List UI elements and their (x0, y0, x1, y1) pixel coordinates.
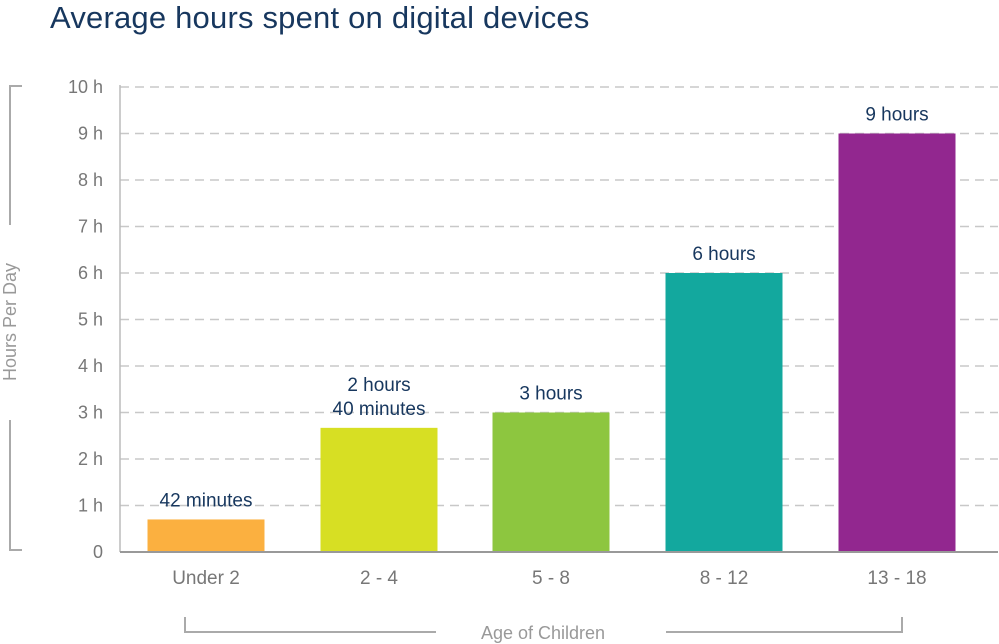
x-axis-title: Age of Children (481, 623, 605, 643)
data-labels: 42 minutes 2 hours 40 minutes 3 hours 6 hour… (160, 105, 929, 512)
y-tick-label: 9 h (78, 124, 103, 144)
x-category-label: 13 - 18 (867, 568, 926, 589)
bar-2 (320, 427, 438, 552)
bar-1 (147, 519, 265, 552)
x-category-label: 2 - 4 (360, 568, 398, 589)
bar-4 (665, 273, 783, 552)
data-label: 2 hours (347, 375, 410, 396)
y-tick-label: 5 h (78, 310, 103, 330)
axes: Hours Per Day Age of Children (0, 85, 998, 643)
y-axis-bracket-bottom (9, 420, 22, 551)
y-tick-label: 10 h (68, 77, 103, 97)
data-label: 40 minutes (333, 399, 426, 420)
y-tick-label: 7 h (78, 217, 103, 237)
bar-5 (838, 133, 956, 552)
y-tick-label: 0 (93, 542, 103, 562)
y-tick-label: 3 h (78, 403, 103, 423)
x-category-label: 5 - 8 (532, 568, 570, 589)
x-category-label: Under 2 (172, 568, 240, 589)
data-label: 3 hours (519, 384, 582, 405)
x-axis-bracket-left (184, 617, 436, 633)
x-axis-categories: Under 2 2 - 4 5 - 8 8 - 12 13 - 18 (172, 568, 926, 589)
chart-title: Average hours spent on digital devices (50, 0, 590, 35)
y-axis-bracket-top (9, 85, 22, 225)
x-category-label: 8 - 12 (700, 568, 749, 589)
bar-3 (492, 412, 610, 552)
data-label: 9 hours (865, 105, 928, 126)
y-tick-label: 2 h (78, 449, 103, 469)
bars (147, 133, 956, 552)
y-tick-label: 8 h (78, 170, 103, 190)
y-tick-label: 4 h (78, 356, 103, 376)
x-axis-bracket-right (666, 617, 903, 633)
data-label: 6 hours (692, 244, 755, 265)
data-label: 42 minutes (160, 490, 253, 511)
y-axis-ticks: 0 1 h 2 h 3 h 4 h 5 h 6 h 7 h 8 h 9 h 10 h (68, 77, 103, 562)
y-axis-title: Hours Per Day (0, 263, 20, 381)
y-tick-label: 6 h (78, 263, 103, 283)
y-tick-label: 1 h (78, 496, 103, 516)
